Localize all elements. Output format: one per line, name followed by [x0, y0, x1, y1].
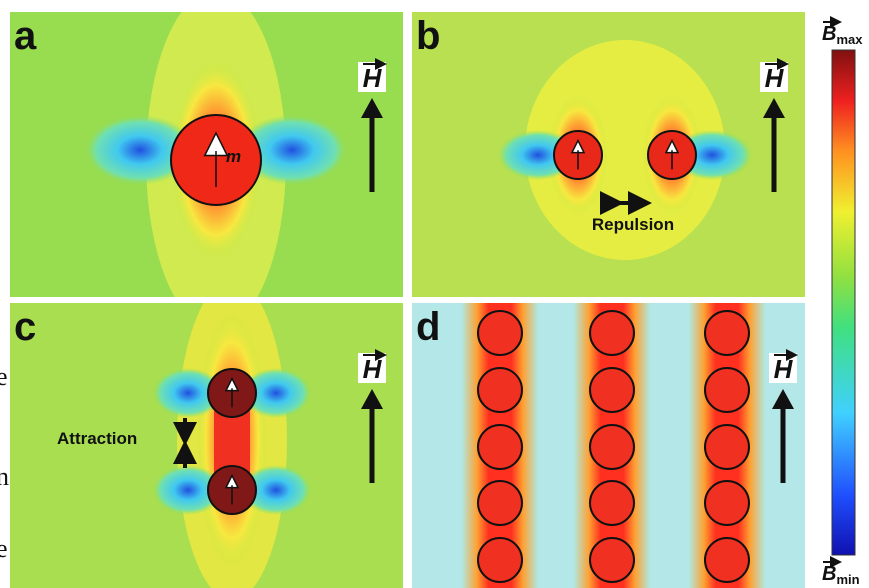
moment-arrow — [570, 138, 586, 170]
particle — [589, 367, 635, 413]
symbol: B — [822, 563, 836, 585]
particle — [704, 424, 750, 470]
particle — [704, 310, 750, 356]
field-lobe — [241, 368, 311, 418]
field-arrowhead — [361, 98, 383, 118]
panel: dH — [412, 303, 805, 588]
moment-arrow — [224, 473, 240, 505]
particle — [589, 310, 635, 356]
colorbar — [831, 49, 856, 556]
field-lobe — [237, 115, 347, 185]
field-lobe — [241, 465, 311, 515]
field-label: H — [363, 354, 383, 384]
particle — [704, 480, 750, 526]
particle — [477, 424, 523, 470]
subscript: min — [836, 572, 859, 587]
field-arrowhead — [772, 389, 794, 409]
moment-arrow — [664, 138, 680, 170]
panel-letter: a — [14, 14, 37, 58]
field-lobe — [153, 465, 223, 515]
field-label: H — [774, 354, 794, 384]
particle — [704, 367, 750, 413]
particle — [589, 537, 635, 583]
colorbar-label: Bmin — [822, 563, 860, 587]
field-label: H — [363, 63, 383, 93]
field-arrowhead — [361, 389, 383, 409]
field — [498, 40, 752, 260]
moment-arrow — [203, 131, 229, 187]
field-lobe — [85, 115, 195, 185]
moment-arrow — [224, 376, 240, 408]
symbol: B — [822, 23, 836, 45]
panel: Attraction c H — [10, 303, 403, 588]
field-lobe — [153, 368, 223, 418]
panel-letter: c — [14, 305, 36, 349]
margin-text: e — [0, 362, 8, 391]
particle — [477, 367, 523, 413]
moment-label: m — [226, 147, 241, 166]
panel-letter: b — [416, 14, 440, 58]
margin-text: e — [0, 534, 8, 563]
particle — [477, 310, 523, 356]
particle — [704, 537, 750, 583]
particle — [589, 424, 635, 470]
particle — [477, 480, 523, 526]
margin-text: n — [0, 462, 9, 491]
panel-letter: d — [416, 305, 440, 349]
particle — [589, 480, 635, 526]
subscript: max — [836, 32, 863, 47]
field — [153, 303, 311, 588]
field — [85, 12, 347, 297]
particle — [477, 537, 523, 583]
colorbar-label: Bmax — [822, 23, 863, 47]
field — [462, 303, 765, 588]
panel: m a H — [10, 12, 403, 297]
field-arrowhead — [763, 98, 785, 118]
field-label: H — [765, 63, 785, 93]
note: Attraction — [57, 429, 137, 448]
panel: Repulsion b H — [412, 12, 805, 297]
note: Repulsion — [592, 215, 674, 234]
